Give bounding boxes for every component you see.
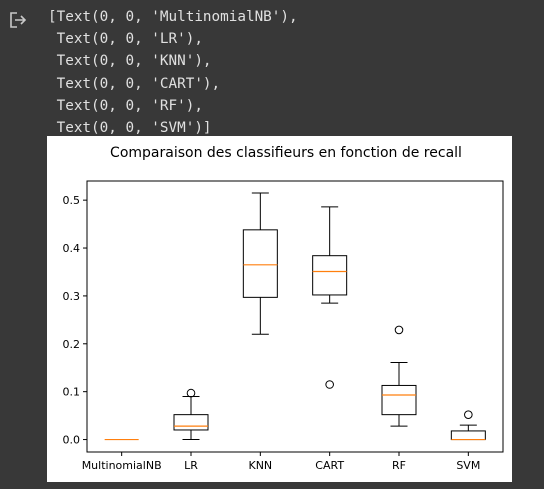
outlier-point-svm bbox=[464, 410, 473, 419]
cell-output-text: [Text(0, 0, 'MultinomialNB'), Text(0, 0,… bbox=[48, 6, 298, 139]
chart-figure: Comparaison des classifieurs en fonction… bbox=[47, 136, 512, 482]
output-line: [Text(0, 0, 'MultinomialNB'), bbox=[48, 9, 298, 25]
outlier-point-lr bbox=[186, 388, 196, 398]
box-cart bbox=[312, 255, 348, 296]
box-knn bbox=[242, 229, 278, 298]
x-tick-label-multinomialnb: MultinomialNB bbox=[82, 459, 162, 472]
y-tick-label: 0.2 bbox=[63, 338, 81, 351]
output-line: Text(0, 0, 'CART'), bbox=[48, 75, 221, 92]
y-tick-label: 0.3 bbox=[63, 290, 81, 303]
box-lr bbox=[173, 414, 209, 431]
output-line: Text(0, 0, 'LR'), bbox=[48, 31, 203, 48]
x-tick-label-knn: KNN bbox=[248, 459, 272, 472]
chart-title: Comparaison des classifieurs en fonction… bbox=[110, 145, 462, 161]
box-rf bbox=[381, 384, 417, 416]
output-line: Text(0, 0, 'SVM')] bbox=[48, 119, 212, 136]
y-tick-label: 0.5 bbox=[63, 194, 81, 207]
boxplot-chart: Comparaison des classifieurs en fonction… bbox=[63, 145, 504, 472]
output-arrow-icon[interactable] bbox=[8, 10, 28, 30]
y-tick-label: 0.0 bbox=[63, 434, 81, 447]
x-tick-label-rf: RF bbox=[392, 459, 406, 472]
output-line: Text(0, 0, 'KNN'), bbox=[48, 53, 212, 70]
x-tick-label-lr: LR bbox=[184, 459, 198, 472]
y-tick-label: 0.4 bbox=[63, 242, 81, 255]
x-tick-label-cart: CART bbox=[315, 459, 344, 472]
plot-frame bbox=[86, 180, 504, 453]
outlier-point-rf bbox=[394, 325, 404, 335]
output-line: Text(0, 0, 'RF'), bbox=[48, 97, 203, 114]
x-tick-label-svm: SVM bbox=[456, 459, 480, 472]
outlier-point-cart bbox=[325, 380, 334, 389]
box-svm bbox=[450, 430, 486, 441]
y-tick-label: 0.1 bbox=[63, 386, 81, 399]
